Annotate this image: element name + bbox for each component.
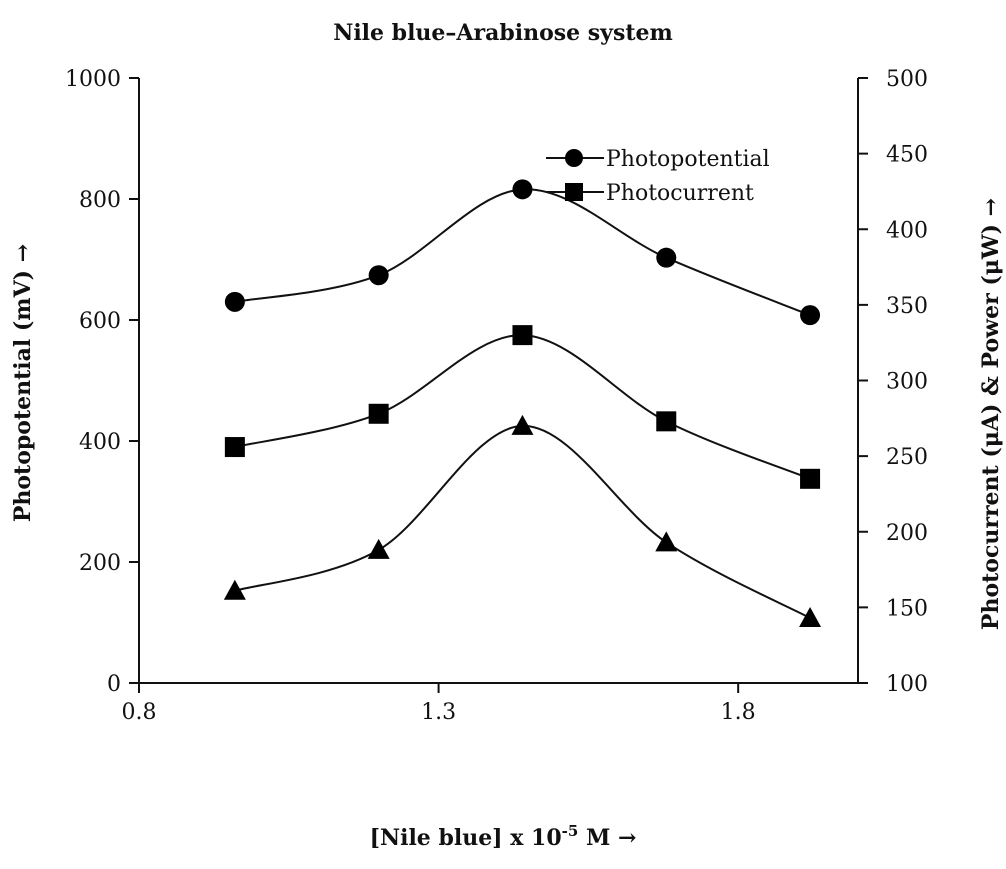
chart-title: Nile blue–Arabinose system (333, 20, 673, 46)
x-tick-label: 1.3 (421, 700, 456, 725)
x-tick-label: 1.8 (721, 700, 756, 725)
y2-tick-label: 100 (886, 672, 928, 697)
y2-tick-label: 250 (886, 445, 928, 470)
y2-tick-label: 350 (886, 294, 928, 319)
legend: Photopotential Photocurrent (546, 147, 770, 206)
y-axis-title: Photopotential (mV) → (10, 244, 36, 522)
axis-ticks: 0 200 400 600 800 1000 100 150 200 250 300 350 400 45… (65, 67, 928, 725)
data-point-photopotential (512, 179, 533, 200)
y2-tick-label: 400 (886, 218, 928, 243)
series-line-photopotential (234, 188, 811, 317)
y-tick-label: 600 (79, 309, 121, 334)
data-point-series-2 (367, 538, 390, 559)
data-point-series-2 (655, 531, 678, 552)
y2-tick-label: 150 (886, 596, 928, 621)
y2-tick-label: 300 (886, 370, 928, 395)
y-tick-label: 200 (79, 551, 121, 576)
y-tick-label: 1000 (65, 67, 121, 92)
data-point-photocurrent (512, 325, 533, 346)
data-point-photopotential (656, 247, 677, 268)
x-axis-title-exponent: -5 (562, 822, 579, 840)
data-point-photocurrent (800, 468, 821, 489)
y2-axis-title: Photocurrent (μA) & Power (μW) → (978, 198, 1004, 630)
series-line-photocurrent (234, 334, 811, 480)
x-axis-title-tail: M → (578, 825, 636, 851)
data-point-photopotential (368, 265, 389, 286)
data-point-series-2 (511, 414, 534, 435)
data-point-photocurrent (368, 403, 389, 424)
data-point-photocurrent (656, 411, 677, 432)
data-point-photopotential (800, 305, 821, 326)
x-axis-title-main: [Nile blue] x 10 (370, 825, 562, 851)
y-tick-label: 400 (79, 430, 121, 455)
x-tick-label: 0.8 (122, 700, 157, 725)
data-point-photocurrent (224, 437, 245, 458)
legend-marker-photopotential (565, 149, 583, 167)
legend-marker-photocurrent (565, 183, 583, 201)
legend-label-photocurrent: Photocurrent (606, 181, 754, 206)
legend-label-photopotential: Photopotential (606, 147, 770, 172)
x-axis-title: [Nile blue] x 10-5 M → (370, 822, 637, 851)
y2-tick-label: 450 (886, 143, 928, 168)
series-line-series-2 (234, 424, 811, 619)
data-point-photopotential (224, 291, 245, 312)
data-point-series-2 (223, 579, 246, 600)
y-tick-label: 800 (79, 188, 121, 213)
data-point-series-2 (799, 606, 822, 627)
y2-tick-label: 200 (886, 521, 928, 546)
y2-tick-label: 500 (886, 67, 928, 92)
y-tick-label: 0 (107, 672, 121, 697)
series-layer (223, 179, 822, 627)
